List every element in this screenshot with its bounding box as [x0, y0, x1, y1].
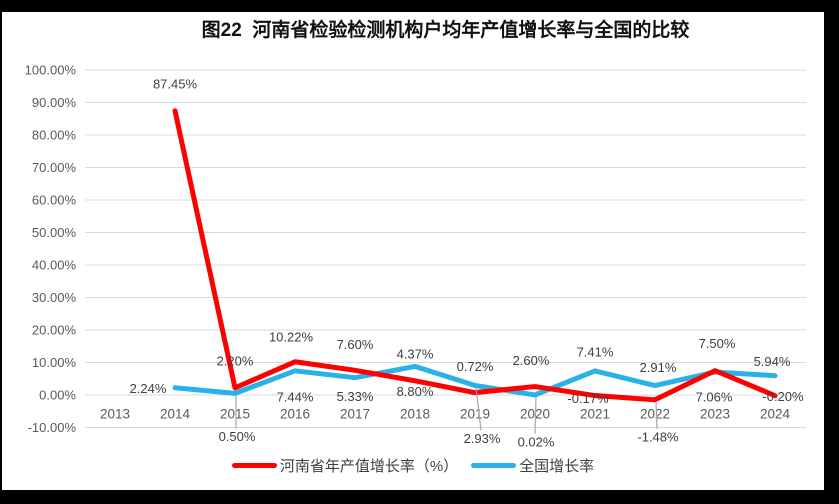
national-series-line: [172, 363, 778, 398]
henan-data-label: 2.60%: [513, 353, 550, 368]
x-axis-tick-label: 2024: [760, 407, 791, 422]
national-data-label: 7.44%: [277, 389, 314, 404]
henan-data-label: 87.45%: [153, 76, 198, 91]
henan-legend-swatch-line: [231, 462, 277, 468]
legend-item-henan: 河南省年产值增长率（%）: [231, 455, 459, 476]
y-axis-tick-label: 40.00%: [32, 258, 77, 273]
national-data-label: 2.93%: [464, 431, 501, 446]
legend: 河南省年产值增长率（%） 全国增长率: [2, 452, 824, 478]
henan-data-label: 10.22%: [269, 329, 314, 344]
national-data-label: 5.94%: [754, 354, 791, 369]
national-data-label: 5.33%: [337, 389, 374, 404]
y-axis-tick-label: 80.00%: [32, 128, 77, 143]
leader-line: [534, 396, 537, 434]
leader-line: [475, 387, 482, 431]
x-axis-tick-label: 2023: [700, 407, 730, 422]
y-axis-tick-label: 90.00%: [32, 95, 77, 110]
x-axis-tick-label: 2021: [580, 407, 610, 422]
national-data-label: 8.80%: [397, 384, 434, 399]
chart-frame: [2, 12, 824, 490]
y-axis-tick-label: 20.00%: [32, 323, 77, 338]
y-axis-tick-label: 70.00%: [32, 160, 77, 175]
national-data-label: 0.50%: [219, 429, 256, 444]
henan-data-label: 0.72%: [457, 359, 494, 374]
legend-label: 全国增长率: [519, 457, 595, 475]
henan-data-label: -1.48%: [637, 429, 679, 444]
national-data-label: 0.02%: [518, 434, 555, 449]
legend-label: 河南省年产值增长率（%）: [279, 457, 459, 475]
y-axis-tick-label: 100.00%: [25, 63, 77, 78]
y-axis-tick-label: -10.00%: [28, 420, 77, 435]
x-axis-tick-label: 2014: [160, 407, 191, 422]
henan-data-label: 4.37%: [397, 346, 434, 361]
y-axis-tick-label: 0.00%: [39, 388, 76, 403]
y-axis-tick-label: 50.00%: [32, 225, 77, 240]
henan-data-label: 7.50%: [699, 336, 736, 351]
x-axis-tick-label: 2019: [460, 407, 490, 422]
x-axis-tick-label: 2015: [220, 407, 250, 422]
henan-data-label: 7.60%: [337, 337, 374, 352]
national-data-label: 7.41%: [577, 344, 614, 359]
y-axis-tick-label: 60.00%: [32, 193, 77, 208]
henan-data-label: 2.20%: [217, 353, 254, 368]
national-data-label: 2.91%: [640, 360, 677, 375]
chart-title: 图22 河南省检验检测机构户均年产值增长率与全国的比较: [201, 20, 690, 41]
leader-line: [655, 401, 658, 429]
x-axis-tick-label: 2013: [100, 407, 130, 422]
national-data-label: 7.06%: [696, 390, 733, 405]
x-axis-tick-label: 2016: [280, 407, 310, 422]
y-axis-tick-label: 30.00%: [32, 290, 77, 305]
national-data-label: 2.24%: [130, 381, 167, 396]
x-axis-tick-label: 2022: [640, 407, 670, 422]
national-legend-swatch-line: [471, 462, 517, 468]
y-axis-tick-label: 10.00%: [32, 355, 77, 370]
henan-data-label: -0.20%: [762, 389, 804, 404]
x-axis-tick-label: 2017: [340, 407, 370, 422]
x-axis-tick-label: 2018: [400, 407, 430, 422]
henan-series-line: [172, 108, 778, 403]
henan-data-label: -0.17%: [567, 391, 609, 406]
legend-item-national: 全国增长率: [471, 455, 594, 476]
